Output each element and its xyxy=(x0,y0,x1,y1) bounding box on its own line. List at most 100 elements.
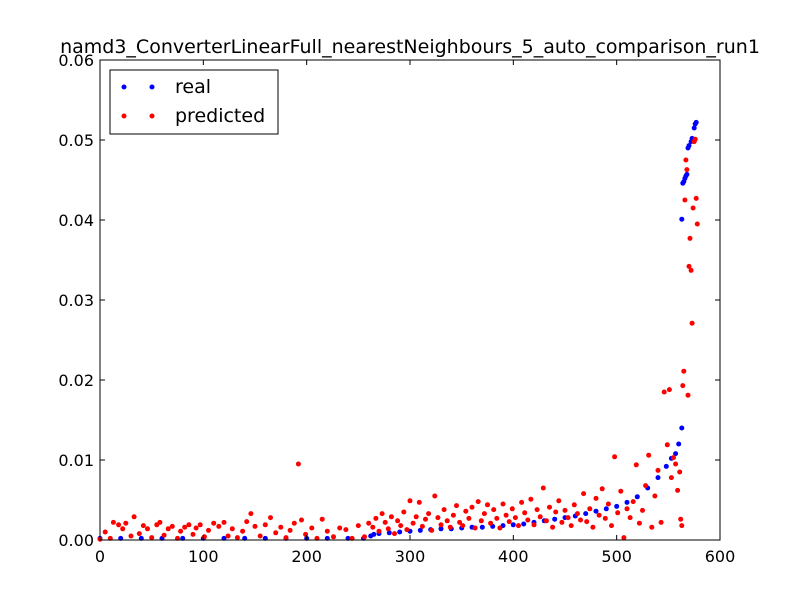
data-point-predicted xyxy=(416,499,422,505)
data-point-predicted xyxy=(193,525,199,531)
data-point-predicted xyxy=(565,515,571,521)
data-point-predicted xyxy=(679,523,685,529)
data-point-predicted xyxy=(136,531,142,537)
data-point-predicted xyxy=(693,195,699,201)
data-point-predicted xyxy=(291,520,297,526)
data-point-predicted xyxy=(197,522,203,528)
data-point-real xyxy=(655,475,661,481)
data-point-predicted xyxy=(587,506,593,512)
legend-box xyxy=(109,69,279,135)
data-point-predicted xyxy=(500,501,506,507)
data-point-predicted xyxy=(161,532,167,538)
data-point-predicted xyxy=(211,520,217,526)
data-point-predicted xyxy=(373,515,379,521)
data-point-predicted xyxy=(128,533,134,539)
data-point-real xyxy=(673,451,679,457)
data-point-predicted xyxy=(463,508,469,514)
plot-area xyxy=(100,60,720,540)
data-point-real xyxy=(684,171,690,177)
data-point-predicted xyxy=(319,516,325,522)
data-point-predicted xyxy=(244,519,250,525)
legend-marker-predicted xyxy=(149,113,155,119)
data-point-predicted xyxy=(234,535,240,541)
plot-frame xyxy=(99,59,721,541)
y-tick-label: 0.04 xyxy=(58,211,94,230)
data-point-predicted xyxy=(423,516,428,522)
data-point-real xyxy=(583,511,589,517)
data-point-predicted xyxy=(584,519,590,525)
x-tick-label: 300 xyxy=(395,547,426,566)
data-point-predicted xyxy=(379,511,385,517)
data-point-real xyxy=(679,425,685,431)
data-point-predicted xyxy=(547,504,552,510)
legend-label-predicted: predicted xyxy=(175,105,265,127)
data-point-predicted xyxy=(362,534,367,540)
data-point-predicted xyxy=(478,518,484,524)
data-point-predicted xyxy=(221,519,227,525)
data-point-predicted xyxy=(157,519,163,525)
data-point-predicted xyxy=(309,525,315,531)
data-point-predicted xyxy=(525,517,531,523)
data-point-predicted xyxy=(646,452,652,458)
data-point-predicted xyxy=(120,526,126,532)
data-point-predicted xyxy=(273,530,279,536)
data-point-predicted xyxy=(621,535,627,541)
legend-marker-predicted xyxy=(121,113,127,119)
data-point-real xyxy=(479,524,485,530)
data-point-predicted xyxy=(690,205,696,211)
data-point-predicted xyxy=(556,498,562,504)
data-point-predicted xyxy=(432,493,438,499)
data-point-predicted xyxy=(186,522,192,528)
data-point-predicted xyxy=(692,136,698,142)
data-point-predicted xyxy=(671,455,676,461)
data-point-predicted xyxy=(568,523,574,529)
data-point-predicted xyxy=(392,531,397,537)
data-point-real xyxy=(552,516,558,522)
data-point-predicted xyxy=(516,523,521,529)
data-point-predicted xyxy=(658,519,664,525)
data-point-predicted xyxy=(472,525,478,531)
y-tick-label: 0.03 xyxy=(58,291,94,310)
data-point-predicted xyxy=(540,485,546,491)
data-point-predicted xyxy=(649,524,655,530)
data-point-real xyxy=(686,143,692,149)
data-point-predicted xyxy=(131,514,137,520)
data-point-predicted xyxy=(627,515,633,521)
data-point-predicted xyxy=(225,533,231,539)
data-point-predicted xyxy=(553,509,559,515)
data-point-predicted xyxy=(216,523,222,529)
data-point-predicted xyxy=(283,535,289,541)
data-point-predicted xyxy=(678,516,684,522)
data-point-real xyxy=(676,441,682,447)
data-point-predicted xyxy=(116,522,122,528)
data-point-predicted xyxy=(343,527,349,533)
data-point-predicted xyxy=(466,515,472,521)
data-point-predicted xyxy=(457,519,463,525)
data-point-real xyxy=(614,503,620,509)
legend-marker-real xyxy=(149,84,155,90)
data-point-predicted xyxy=(636,520,642,526)
data-point-predicted xyxy=(169,523,175,529)
data-point-predicted xyxy=(688,267,694,273)
data-point-predicted xyxy=(388,514,394,520)
data-point-predicted xyxy=(488,520,494,526)
data-point-predicted xyxy=(522,510,528,516)
x-tick-label: 100 xyxy=(188,547,219,566)
data-point-predicted xyxy=(366,520,372,526)
data-point-predicted xyxy=(574,511,580,517)
x-tick-label: 0 xyxy=(95,547,105,566)
data-point-predicted xyxy=(643,483,649,489)
data-point-predicted xyxy=(509,506,515,512)
data-point-predicted xyxy=(295,461,301,467)
data-point-predicted xyxy=(165,526,171,532)
data-point-predicted xyxy=(512,515,518,521)
data-point-predicted xyxy=(426,511,432,517)
data-point-predicted xyxy=(401,509,407,515)
data-point-predicted xyxy=(612,454,618,460)
data-point-predicted xyxy=(655,467,661,473)
data-point-predicted xyxy=(664,442,670,448)
y-tick-label: 0.05 xyxy=(58,131,94,150)
data-point-predicted xyxy=(624,506,630,512)
data-point-predicted xyxy=(262,522,268,528)
data-point-predicted xyxy=(599,486,605,492)
